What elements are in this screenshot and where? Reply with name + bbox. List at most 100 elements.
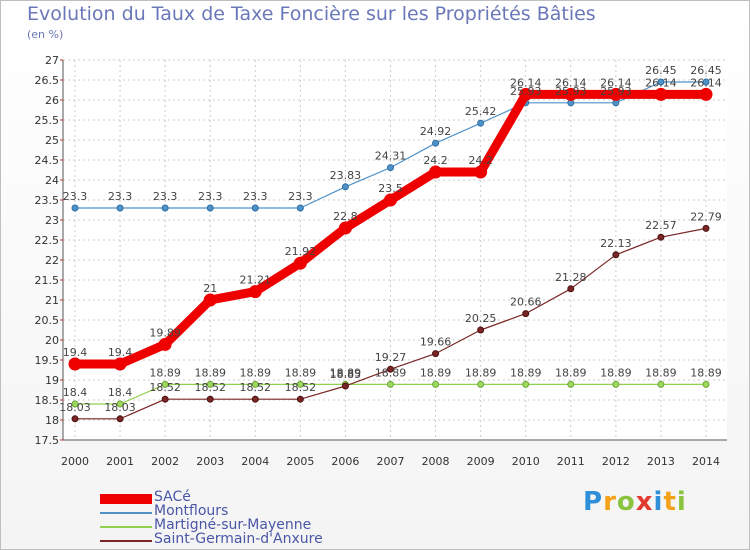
series-2-data-label: 18.4 [108, 386, 133, 399]
series-3-point [251, 395, 259, 403]
y-tick-label: 27 [45, 54, 59, 67]
series-2-point [612, 380, 620, 388]
y-tick-label: 18 [45, 414, 59, 427]
series-0-point [248, 285, 262, 299]
legend-label-sace: SACé [154, 489, 191, 505]
series-1-data-label: 23.3 [153, 190, 178, 203]
series-2-data-label: 18.4 [63, 386, 88, 399]
series-3-data-label: 18.03 [59, 401, 91, 414]
x-tick-label: 2000 [61, 455, 89, 468]
series-1-data-label: 26.45 [645, 64, 677, 77]
series-0-data-label: 23.5 [378, 182, 403, 195]
y-tick-label: 19 [45, 374, 59, 387]
series-1-data-label: 23.3 [108, 190, 133, 203]
x-tick-label: 2010 [512, 455, 540, 468]
series-0-data-label: 19.4 [63, 346, 88, 359]
y-tick-label: 17.5 [35, 434, 60, 447]
x-tick-label: 2011 [557, 455, 585, 468]
legend-swatch-montflours [100, 512, 152, 514]
legend-swatch-saint-germain [100, 540, 152, 542]
series-3-data-label: 22.57 [645, 219, 677, 232]
x-tick-label: 2001 [106, 455, 134, 468]
series-2-point [116, 400, 124, 408]
series-0-data-label: 26.14 [645, 76, 677, 89]
y-tick-label: 23.5 [35, 194, 60, 207]
logo-letter: P [583, 487, 604, 517]
chart-title: Evolution du Taux de Taxe Foncière sur l… [27, 3, 596, 25]
series-1-data-label: 25.93 [555, 85, 587, 98]
series-0-data-label: 21.92 [285, 245, 317, 258]
x-tick-label: 2006 [331, 455, 359, 468]
series-2-data-label: 18.89 [330, 366, 362, 379]
y-tick-label: 21.5 [35, 274, 60, 287]
x-tick-label: 2014 [692, 455, 720, 468]
series-2-data-label: 18.89 [149, 366, 181, 379]
series-3-data-label: 18.52 [149, 381, 181, 394]
series-3-data-label: 20.25 [465, 312, 497, 325]
series-0-point [429, 165, 443, 179]
x-tick-label: 2007 [377, 455, 405, 468]
series-0-point [293, 256, 307, 270]
series-0-point [338, 221, 352, 235]
y-tick-label: 18.5 [35, 394, 60, 407]
series-3-data-label: 21.28 [555, 271, 587, 284]
series-2-data-label: 18.89 [375, 366, 407, 379]
series-0-point [654, 87, 668, 101]
series-1-point [251, 204, 259, 212]
series-2-data-label: 18.89 [600, 366, 632, 379]
series-1-point [387, 164, 394, 172]
y-tick-label: 23 [45, 214, 59, 227]
series-1-data-label: 25.93 [600, 85, 632, 98]
series-1-data-label: 24.31 [375, 150, 407, 163]
series-2-point [387, 380, 394, 388]
series-0-data-label: 21 [203, 282, 217, 295]
series-0-data-label: 19.89 [149, 326, 181, 339]
series-1-point [477, 119, 485, 127]
series-0-point [609, 87, 623, 101]
series-0-data-label: 26.14 [600, 76, 632, 89]
series-0-point [699, 87, 713, 101]
series-0-data-label: 21.21 [240, 274, 272, 287]
series-2-point [206, 380, 214, 388]
series-3-point [477, 326, 485, 334]
logo-letter: r [603, 487, 617, 517]
series-3-data-label: 20.66 [510, 296, 542, 309]
y-tick-label: 22.5 [35, 234, 60, 247]
series-3-data-label: 18.52 [285, 381, 317, 394]
x-tick-label: 2003 [196, 455, 224, 468]
y-tick-label: 24.5 [35, 154, 60, 167]
series-0-data-label: 19.4 [108, 346, 133, 359]
series-3-point [161, 395, 169, 403]
legend-swatch-sace [100, 494, 152, 504]
series-2-data-label: 18.89 [420, 366, 452, 379]
series-1-data-label: 23.3 [63, 190, 88, 203]
legend-label-martigne: Martigné-sur-Mayenne [154, 517, 312, 533]
series-3-data-label: 18.52 [240, 381, 272, 394]
y-tick-label: 26 [45, 94, 59, 107]
series-2-data-label: 18.89 [510, 366, 542, 379]
series-3-point [567, 285, 575, 293]
series-1-point [702, 78, 710, 86]
series-1-point [161, 204, 169, 212]
series-3-data-label: 18.85 [330, 368, 362, 381]
x-tick-label: 2002 [151, 455, 179, 468]
series-0-data-label: 26.14 [555, 76, 587, 89]
series-1-point [432, 139, 440, 147]
series-2-data-label: 18.89 [690, 366, 722, 379]
series-3-point [702, 224, 710, 232]
y-tick-label: 25 [45, 134, 59, 147]
y-tick-label: 19.5 [35, 354, 60, 367]
series-1-point [71, 204, 79, 212]
logo-letter: x [635, 487, 654, 517]
series-2-point [71, 400, 79, 408]
series-1-point [206, 204, 214, 212]
series-3-data-label: 19.27 [375, 351, 407, 364]
series-2-point [567, 380, 575, 388]
series-1-data-label: 23.3 [243, 190, 268, 203]
series-1-data-label: 25.93 [510, 85, 542, 98]
series-3-data-label: 18.03 [104, 401, 136, 414]
series-0-point [519, 87, 533, 101]
legend-label-saint-germain: Saint-Germain-d'Anxure [154, 531, 323, 547]
logo-letter: o [616, 487, 636, 517]
